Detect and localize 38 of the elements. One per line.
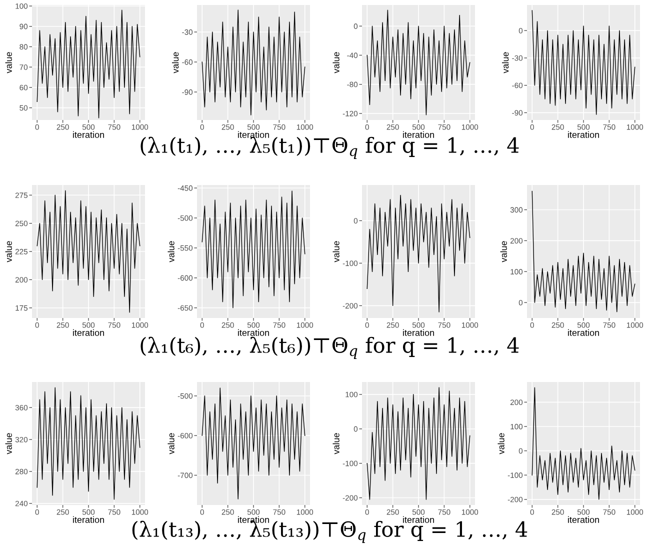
line-series <box>202 190 306 308</box>
x-axis-title: iteration <box>403 516 434 523</box>
y-axis-title: value <box>5 52 12 74</box>
line-series <box>202 10 306 116</box>
line-series <box>366 10 470 116</box>
line-series <box>36 10 140 118</box>
line-series <box>366 387 470 500</box>
x-axis-title: iteration <box>238 329 269 336</box>
x-axis-title: iteration <box>73 516 104 523</box>
line-series <box>36 190 140 313</box>
line-series <box>532 190 636 312</box>
y-axis-title: value <box>332 241 340 262</box>
y-axis-title: value <box>498 433 504 454</box>
y-axis-title: value <box>5 433 12 454</box>
line-series <box>366 194 470 312</box>
x-axis-title: iteration <box>403 329 434 336</box>
y-axis-title: value <box>502 52 509 74</box>
x-axis-title: iteration <box>403 131 434 138</box>
x-axis-title: iteration <box>238 516 269 523</box>
x-axis-title: iteration <box>568 329 599 336</box>
y-axis-title: value <box>172 52 179 74</box>
y-axis-title: value <box>168 433 174 454</box>
text: (λ₁(t₁), …, λ₅(t₁))⊤Θ$_{q}$ for q = 1, …, 4 <box>140 136 519 159</box>
x-axis-title: iteration <box>568 516 599 523</box>
y-axis-title: value <box>332 52 340 74</box>
line-series <box>202 388 306 500</box>
line-series <box>36 387 140 500</box>
x-axis-title: iteration <box>568 131 599 138</box>
y-axis-title: value <box>168 241 174 262</box>
x-axis-title: iteration <box>238 131 269 138</box>
x-axis-title: iteration <box>73 131 104 138</box>
x-axis-title: iteration <box>73 329 104 336</box>
text: (λ₁(t₆), …, λ₅(t₆))⊤Θ$_{q}$ for q = 1, …, 4 <box>140 336 519 359</box>
line-series <box>532 387 636 500</box>
line-series <box>532 10 636 115</box>
y-axis-title: value <box>5 241 12 262</box>
y-axis-title: value <box>332 433 340 454</box>
y-axis-title: value <box>500 241 507 262</box>
